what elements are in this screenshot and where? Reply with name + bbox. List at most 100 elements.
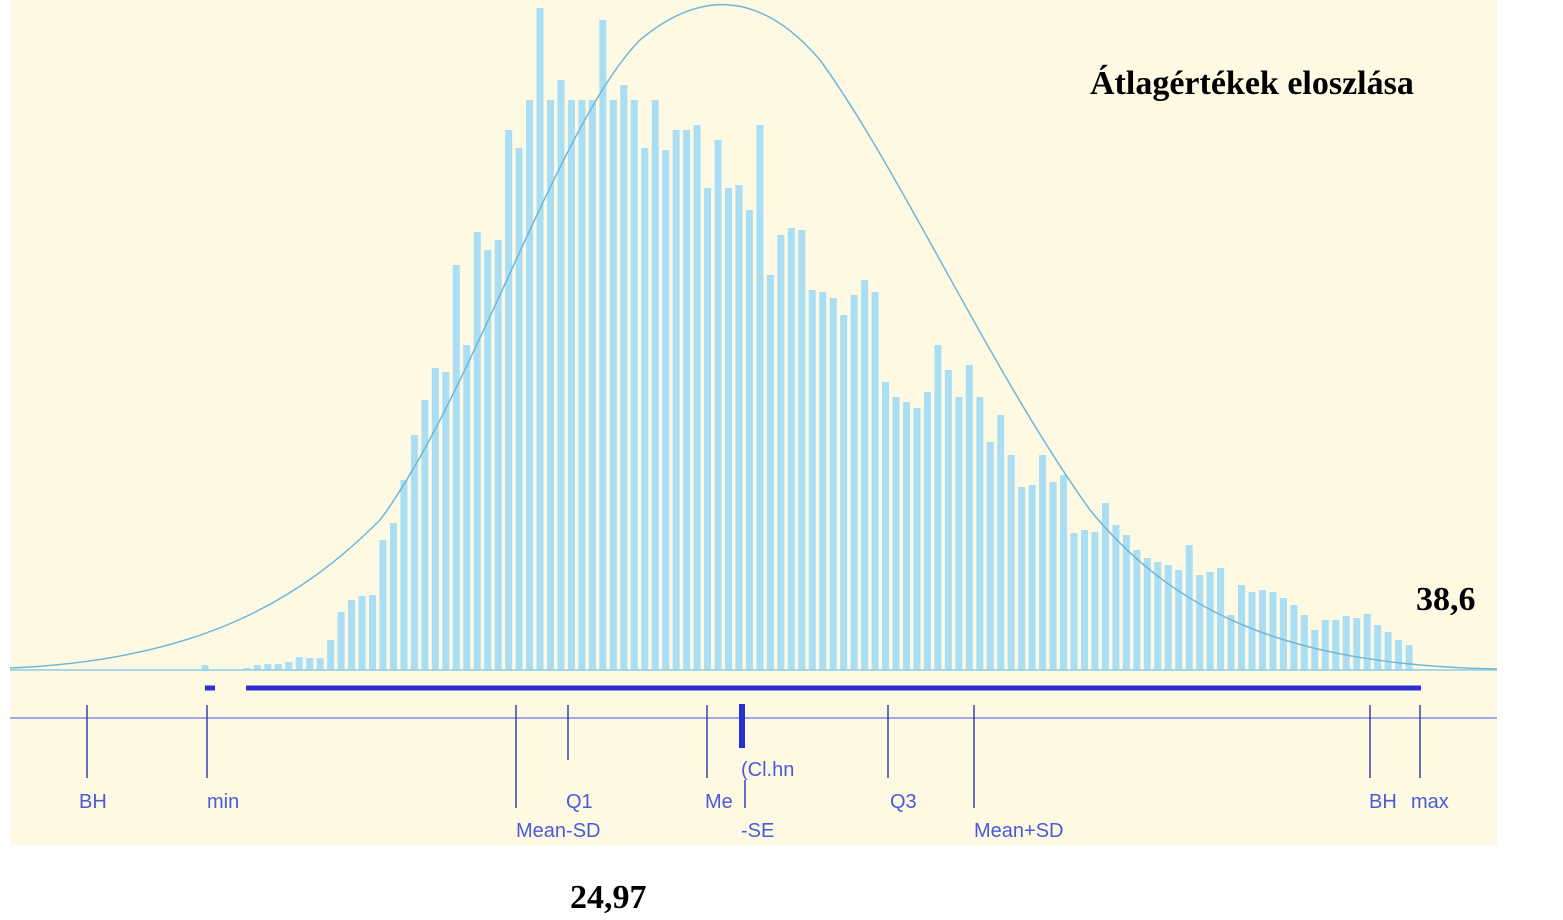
bar [1206,572,1214,670]
bar [599,20,607,670]
bar [358,596,366,670]
bar [693,125,701,670]
bar [882,382,890,670]
bar [327,640,335,670]
marker-label: BH [79,791,107,813]
bar [452,265,460,670]
bar [473,232,481,670]
bar [976,397,984,670]
marker-label: -SE [741,820,774,842]
bar [421,400,429,670]
marker-label: BH [1369,791,1397,813]
bar [463,345,471,670]
bar [431,368,439,670]
bar [955,397,963,670]
bar [337,612,345,670]
bar [201,665,209,670]
bar [1374,625,1382,670]
bar [1143,558,1151,670]
bar [253,665,261,670]
marker-label: Mean+SD [974,820,1064,842]
bar [274,664,282,670]
bar [819,292,827,670]
bar [840,315,848,670]
bar [494,240,502,670]
bar [997,415,1005,670]
bar [1028,485,1036,670]
bar [410,435,418,670]
bar [1091,532,1099,670]
bar [379,540,387,670]
bar [1238,585,1246,670]
bar [934,345,942,670]
bar [1112,525,1120,670]
bar [588,100,596,670]
bar [547,100,555,670]
marker-label: Q1 [566,791,593,813]
bar [1217,568,1225,670]
bar [892,397,900,670]
bar [285,662,293,670]
plot-background [10,0,1497,845]
bar [798,230,806,670]
bar [902,402,910,670]
bar [578,100,586,670]
bar [526,100,534,670]
bar [1332,620,1340,670]
bar [348,600,356,670]
bar [1080,530,1088,670]
bar [484,250,492,670]
bar [620,85,628,670]
bar [1321,620,1329,670]
bars [201,8,1413,670]
bar [505,130,513,670]
bar [1384,632,1392,670]
bar [1164,565,1172,670]
bar [1353,618,1361,670]
markers: BH min Mean-SD Q1 Me (Cl.hn -SE Q3 Mean+SD BH max [79,704,1449,842]
bar [243,668,251,670]
bar [1269,592,1277,670]
marker-label: max [1411,791,1449,813]
bar [1300,615,1308,670]
bar [923,392,931,670]
bar [808,290,816,670]
bar [442,372,450,670]
ci-marker [739,704,745,748]
bar [1018,487,1026,670]
bar [944,370,952,670]
bar [557,80,565,670]
chart-title: Átlagértékek eloszlása [1090,65,1414,102]
bar [965,365,973,670]
marker-label: Mean-SD [516,820,600,842]
bar [1039,455,1047,670]
bar [1154,562,1162,670]
bar [515,148,523,670]
bar [1395,640,1403,670]
bar [745,210,753,670]
bar [609,100,617,670]
bar [1290,605,1298,670]
annotation: 38,6 [1416,581,1476,618]
normal-curve [9,4,1498,670]
bar [714,140,722,670]
bar [1342,616,1350,670]
bar [913,408,921,670]
bar [1007,455,1015,670]
bar [1060,475,1068,670]
bar [1133,550,1141,670]
bar [1196,575,1204,670]
bar [787,228,795,670]
bar [306,658,314,670]
bar [1185,545,1193,670]
bar [672,130,680,670]
bar [1405,645,1413,670]
bar [641,148,649,670]
marker-label: min [207,791,239,813]
bar [1049,482,1057,670]
bar [536,8,544,670]
bar [683,130,691,670]
bar [850,295,858,670]
bar [295,657,303,670]
